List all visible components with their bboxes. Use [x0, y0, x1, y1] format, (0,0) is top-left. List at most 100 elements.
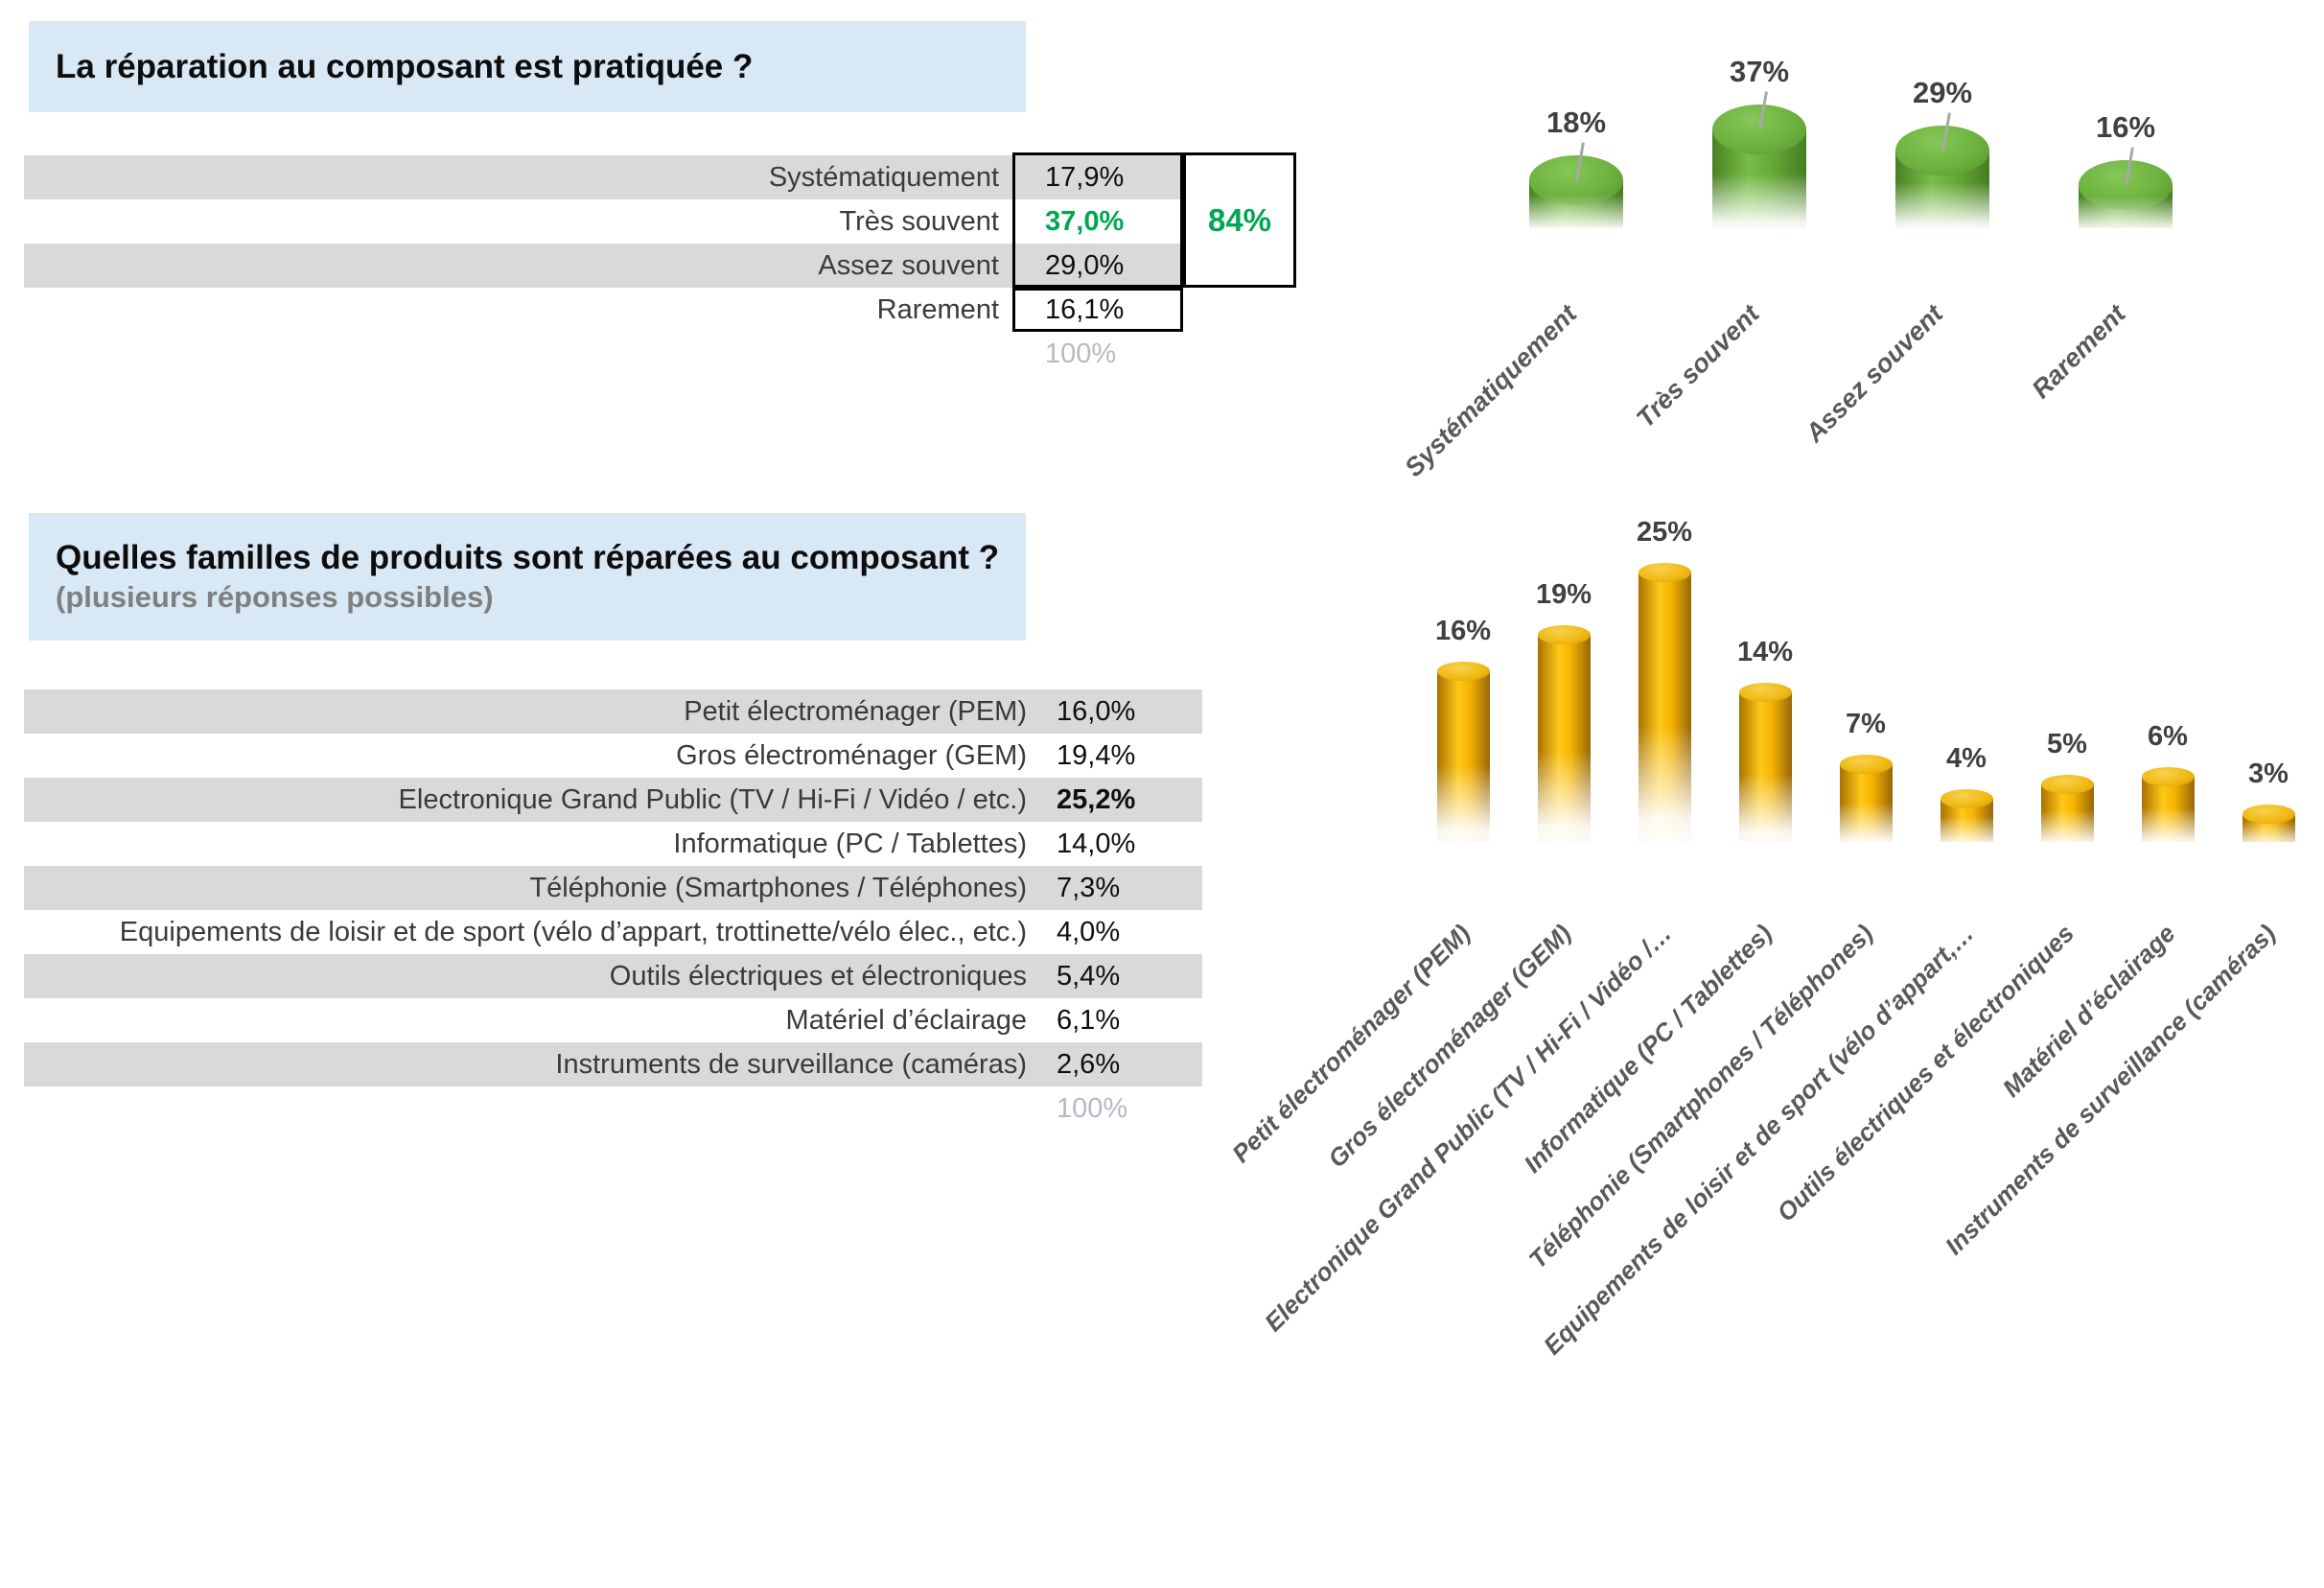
cylinder-cap [1537, 625, 1591, 644]
cylinder-side [2141, 777, 2195, 842]
bar-value-label: 4% [1946, 743, 1987, 774]
cylinder-cap [1712, 105, 1806, 154]
cylinder-side [1436, 671, 1490, 842]
row-value: 16,0% [1057, 696, 1136, 727]
cylinder-fade [1703, 174, 1816, 241]
table-row: Assez souvent 29,0% [24, 244, 1183, 288]
table-row: Petit électroménager (PEM) 16,0% [24, 689, 1202, 734]
bar-axis-label-text: Electronique Grand Public (TV / Hi-Fi / … [1258, 919, 1678, 1338]
cylinder-fade [1527, 750, 1600, 854]
bar-value-label: 6% [2148, 721, 2188, 752]
cylinder-cap [1738, 683, 1792, 702]
cylinder-cap [1529, 155, 1623, 205]
table-row: Equipements de loisir et de sport (vélo … [24, 910, 1202, 954]
cylinder-bar [1427, 662, 1499, 854]
cylinder-cap [2141, 767, 2195, 786]
table-row: Informatique (PC / Tablettes) 14,0% [24, 822, 1202, 866]
bar-value-label: 16% [1434, 616, 1492, 646]
bar-axis-label-text: Très souvent [1631, 299, 1766, 433]
bar-value-label: 29% [1912, 76, 1973, 109]
row-label: Téléphonie (Smartphones / Téléphones) [529, 873, 1027, 903]
row-label: Informatique (PC / Tablettes) [673, 829, 1027, 859]
cylinder-side [1839, 764, 1893, 842]
cylinder-bar [1527, 625, 1600, 854]
cylinder-bar [2031, 775, 2103, 854]
question2-subtitle: (plusieurs réponses possibles) [56, 580, 494, 614]
row-value: 5,4% [1057, 961, 1121, 992]
row-value: 17,9% [1045, 162, 1125, 193]
table-row: Téléphonie (Smartphones / Téléphones) 7,3… [24, 866, 1202, 910]
bar-value-label: 14% [1736, 637, 1794, 667]
cylinder-cap [2040, 775, 2094, 794]
cylinder-fade [1628, 725, 1701, 854]
table-row: Gros électroménager (GEM) 19,4% [24, 734, 1202, 778]
question2-title: Quelles familles de produits sont réparé… [56, 539, 1000, 577]
cylinder-bar [1886, 126, 1999, 241]
cylinder-fade [2031, 810, 2103, 854]
row-label: Gros électroménager (GEM) [676, 740, 1027, 771]
cylinder-fade [1427, 764, 1499, 854]
table-row: Matériel d’éclairage 6,1% [24, 998, 1202, 1042]
row-value: 19,4% [1057, 740, 1136, 771]
bar-axis-label-text: Equipements de loisir et de sport (vélo … [1537, 919, 1980, 1361]
bar-value-label: 19% [1535, 579, 1592, 610]
cylinder-fade [1886, 182, 1999, 241]
cylinder-side [2040, 784, 2094, 842]
cylinder-cap [1839, 755, 1893, 774]
bar-axis-label-text: Matériel d’éclairage [1996, 919, 2181, 1103]
cylinder-cap [1895, 126, 1989, 175]
cylinder-side [1738, 692, 1792, 842]
cylinder-bar [2069, 160, 2182, 241]
leader-line [1575, 142, 1585, 181]
aggregate-box: 84% [1183, 152, 1296, 288]
bar-axis-label-text: Informatique (PC / Tablettes) [1518, 919, 1778, 1179]
table-row: Instruments de surveillance (caméras) 2,6… [24, 1042, 1202, 1086]
table-row: Très souvent 37,0% [24, 199, 1183, 244]
bar-axis-label-text: Gros électroménager (GEM) [1321, 919, 1577, 1174]
bar-axis-label-text: Téléphonie (Smartphones / Téléphones) [1522, 919, 1879, 1274]
row-value: 4,0% [1057, 917, 1121, 947]
cylinder-side [1940, 799, 1993, 842]
cylinder-fade [2069, 196, 2182, 241]
row-label: Systématiquement [768, 162, 999, 193]
row-label: Electronique Grand Public (TV / Hi-Fi / … [398, 784, 1027, 815]
row-value: 37,0% [1045, 206, 1125, 237]
cylinder-bar [1703, 105, 1816, 241]
cylinder-fade [2131, 806, 2204, 854]
question1-title: La réparation au composant est pratiquée… [56, 47, 754, 85]
leader-line [1941, 112, 1951, 152]
leader-line [2125, 147, 2134, 186]
cylinder-bar [1930, 789, 2003, 854]
question2-table: Petit électroménager (PEM) 16,0% Gros élec… [24, 689, 1202, 1086]
cylinder-fade [1930, 816, 2003, 854]
question2-header: Quelles familles de produits sont réparé… [29, 513, 1026, 641]
cylinder-cap [1638, 563, 1691, 582]
row-value: 7,3% [1057, 873, 1121, 903]
bar-axis-label-text: Rarement [2026, 299, 2132, 405]
bar-value-label: 18% [1545, 105, 1607, 139]
table-row: Systématiquement 17,9% [24, 155, 1183, 199]
row-label: Rarement [876, 294, 999, 325]
row-value: 25,2% [1057, 784, 1136, 815]
cylinder-bar [2131, 767, 2204, 854]
row-label: Matériel d’éclairage [785, 1005, 1027, 1036]
cylinder-side [1712, 129, 1806, 228]
cylinder-bar [1520, 155, 1633, 241]
bar-axis-label-text: Outils électriques et électroniques [1771, 919, 2080, 1227]
row-value: 29,0% [1045, 250, 1125, 281]
cylinder-fade [2232, 822, 2305, 854]
bar-value-label: 3% [2248, 759, 2289, 789]
row-value: 16,1% [1045, 294, 1125, 325]
cylinder-side [1638, 572, 1691, 842]
row-label: Equipements de loisir et de sport (vélo … [119, 917, 1027, 947]
cylinder-side [1529, 180, 1623, 228]
cylinder-fade [1520, 194, 1633, 241]
row-label: Instruments de surveillance (caméras) [555, 1049, 1027, 1080]
bar-value-label: 7% [1846, 709, 1886, 739]
cylinder-fade [1729, 773, 1801, 854]
cylinder-side [2079, 185, 2173, 228]
row-label: Outils électriques et électroniques [609, 961, 1027, 992]
cylinder-fade [1829, 802, 1902, 854]
table-row: Rarement 16,1% [24, 288, 1183, 332]
